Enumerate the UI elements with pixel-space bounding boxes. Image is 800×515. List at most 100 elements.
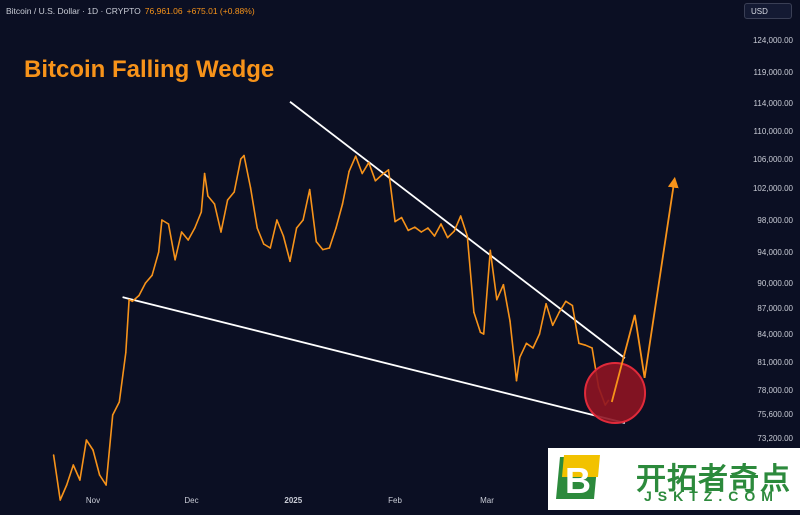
price-point (532, 347, 534, 349)
price-point (381, 174, 383, 176)
price-point (65, 484, 68, 486)
price-line (52, 154, 610, 501)
y-tick-label: 94,000.00 (757, 248, 793, 257)
price-point (276, 219, 278, 221)
price-point (85, 439, 88, 441)
price-point (302, 219, 304, 221)
price-point (131, 300, 134, 303)
y-tick-label: 81,000.00 (757, 358, 793, 367)
price-point (167, 223, 170, 225)
price-point (289, 260, 291, 263)
price-point (105, 484, 107, 486)
price-point (295, 227, 298, 229)
price-point (407, 229, 410, 232)
price-point (459, 215, 462, 217)
y-tick-label: 78,000.00 (757, 386, 793, 395)
price-point (519, 356, 521, 359)
price-point (144, 282, 147, 284)
y-tick-label: 84,000.00 (757, 330, 793, 339)
watermark-domain: JSKTZ.COM (644, 488, 779, 504)
y-tick-label: 73,200.00 (757, 434, 793, 443)
price-point (427, 227, 429, 229)
price-point (151, 274, 153, 277)
price-point (243, 154, 245, 157)
price-point (213, 203, 216, 205)
price-point (111, 414, 114, 416)
price-point (387, 169, 390, 171)
price-point (187, 239, 189, 241)
y-tick-label: 106,000.00 (753, 155, 794, 164)
y-tick-label: 114,000.00 (754, 99, 794, 108)
price-point (200, 211, 203, 213)
price-point (256, 227, 259, 229)
y-tick-label: 75,600.00 (757, 410, 793, 419)
y-tick-label: 90,000.00 (757, 279, 793, 288)
symbol-header: Bitcoin / U.S. Dollar · 1D · CRYPTO 76,96… (6, 6, 255, 16)
y-axis: 124,000.00 119,000.00 114,000.00 110,000.00… (753, 36, 794, 443)
x-tick-label: Mar (480, 496, 494, 505)
price-point (128, 298, 130, 301)
y-tick-label: 102,000.00 (753, 184, 794, 193)
price-point (466, 235, 469, 237)
price-point (545, 303, 547, 305)
price-point (203, 172, 206, 175)
price-point (400, 216, 403, 219)
x-tick-label: Feb (388, 496, 402, 505)
price-point (509, 320, 511, 322)
price-point (374, 180, 377, 182)
price-point (118, 401, 121, 403)
price-point (138, 294, 140, 297)
x-axis: Nov Dec 2025 Feb Mar (86, 496, 494, 505)
watermark: B 开拓者奇点 JSKTZ.COM (548, 448, 800, 510)
price-point (571, 304, 574, 307)
price-point (489, 249, 492, 252)
price-point (220, 231, 222, 233)
price-point (174, 259, 176, 261)
price-point (157, 251, 160, 253)
price-point (525, 342, 528, 345)
price-point (433, 235, 436, 237)
price-point (194, 227, 196, 229)
currency-button[interactable]: USD (744, 3, 792, 19)
price-point (315, 240, 318, 243)
price-point (565, 300, 567, 303)
y-tick-label: 87,000.00 (757, 304, 793, 313)
price-point (322, 248, 324, 251)
x-tick-label: 2025 (284, 496, 302, 505)
price-point (361, 172, 364, 175)
price-point (233, 191, 235, 193)
y-tick-label: 98,000.00 (757, 216, 793, 225)
wedge-upper-trendline (289, 101, 626, 359)
price-point (180, 231, 183, 233)
price-point (502, 283, 505, 286)
price-point (72, 464, 75, 466)
price-point (125, 351, 127, 354)
last-price: 76,961.06 (144, 6, 183, 16)
price-point (161, 219, 163, 221)
price-point (482, 333, 485, 335)
price-point (98, 474, 101, 476)
watermark-site-name: 开拓者奇点 (636, 463, 791, 496)
price-point (249, 187, 252, 189)
price-point (584, 344, 587, 347)
price-point (446, 236, 449, 239)
price-point (52, 454, 55, 456)
price-point (269, 247, 272, 249)
price-point (328, 247, 331, 249)
price-point (440, 223, 442, 225)
wedge-lower-trendline (122, 296, 626, 424)
price-point (479, 331, 482, 334)
price-change: +675.01 (+0.88%) (186, 6, 255, 16)
price-point (348, 170, 350, 173)
y-tick-label: 119,000.00 (754, 68, 794, 77)
projected-path (610, 176, 679, 403)
price-point (394, 220, 396, 223)
price-point (354, 155, 357, 157)
y-tick-label: 110,000.00 (754, 127, 794, 136)
chart-title: Bitcoin Falling Wedge (24, 56, 275, 83)
price-point (341, 203, 344, 205)
x-tick-label: Nov (86, 496, 100, 505)
price-point (335, 227, 337, 229)
